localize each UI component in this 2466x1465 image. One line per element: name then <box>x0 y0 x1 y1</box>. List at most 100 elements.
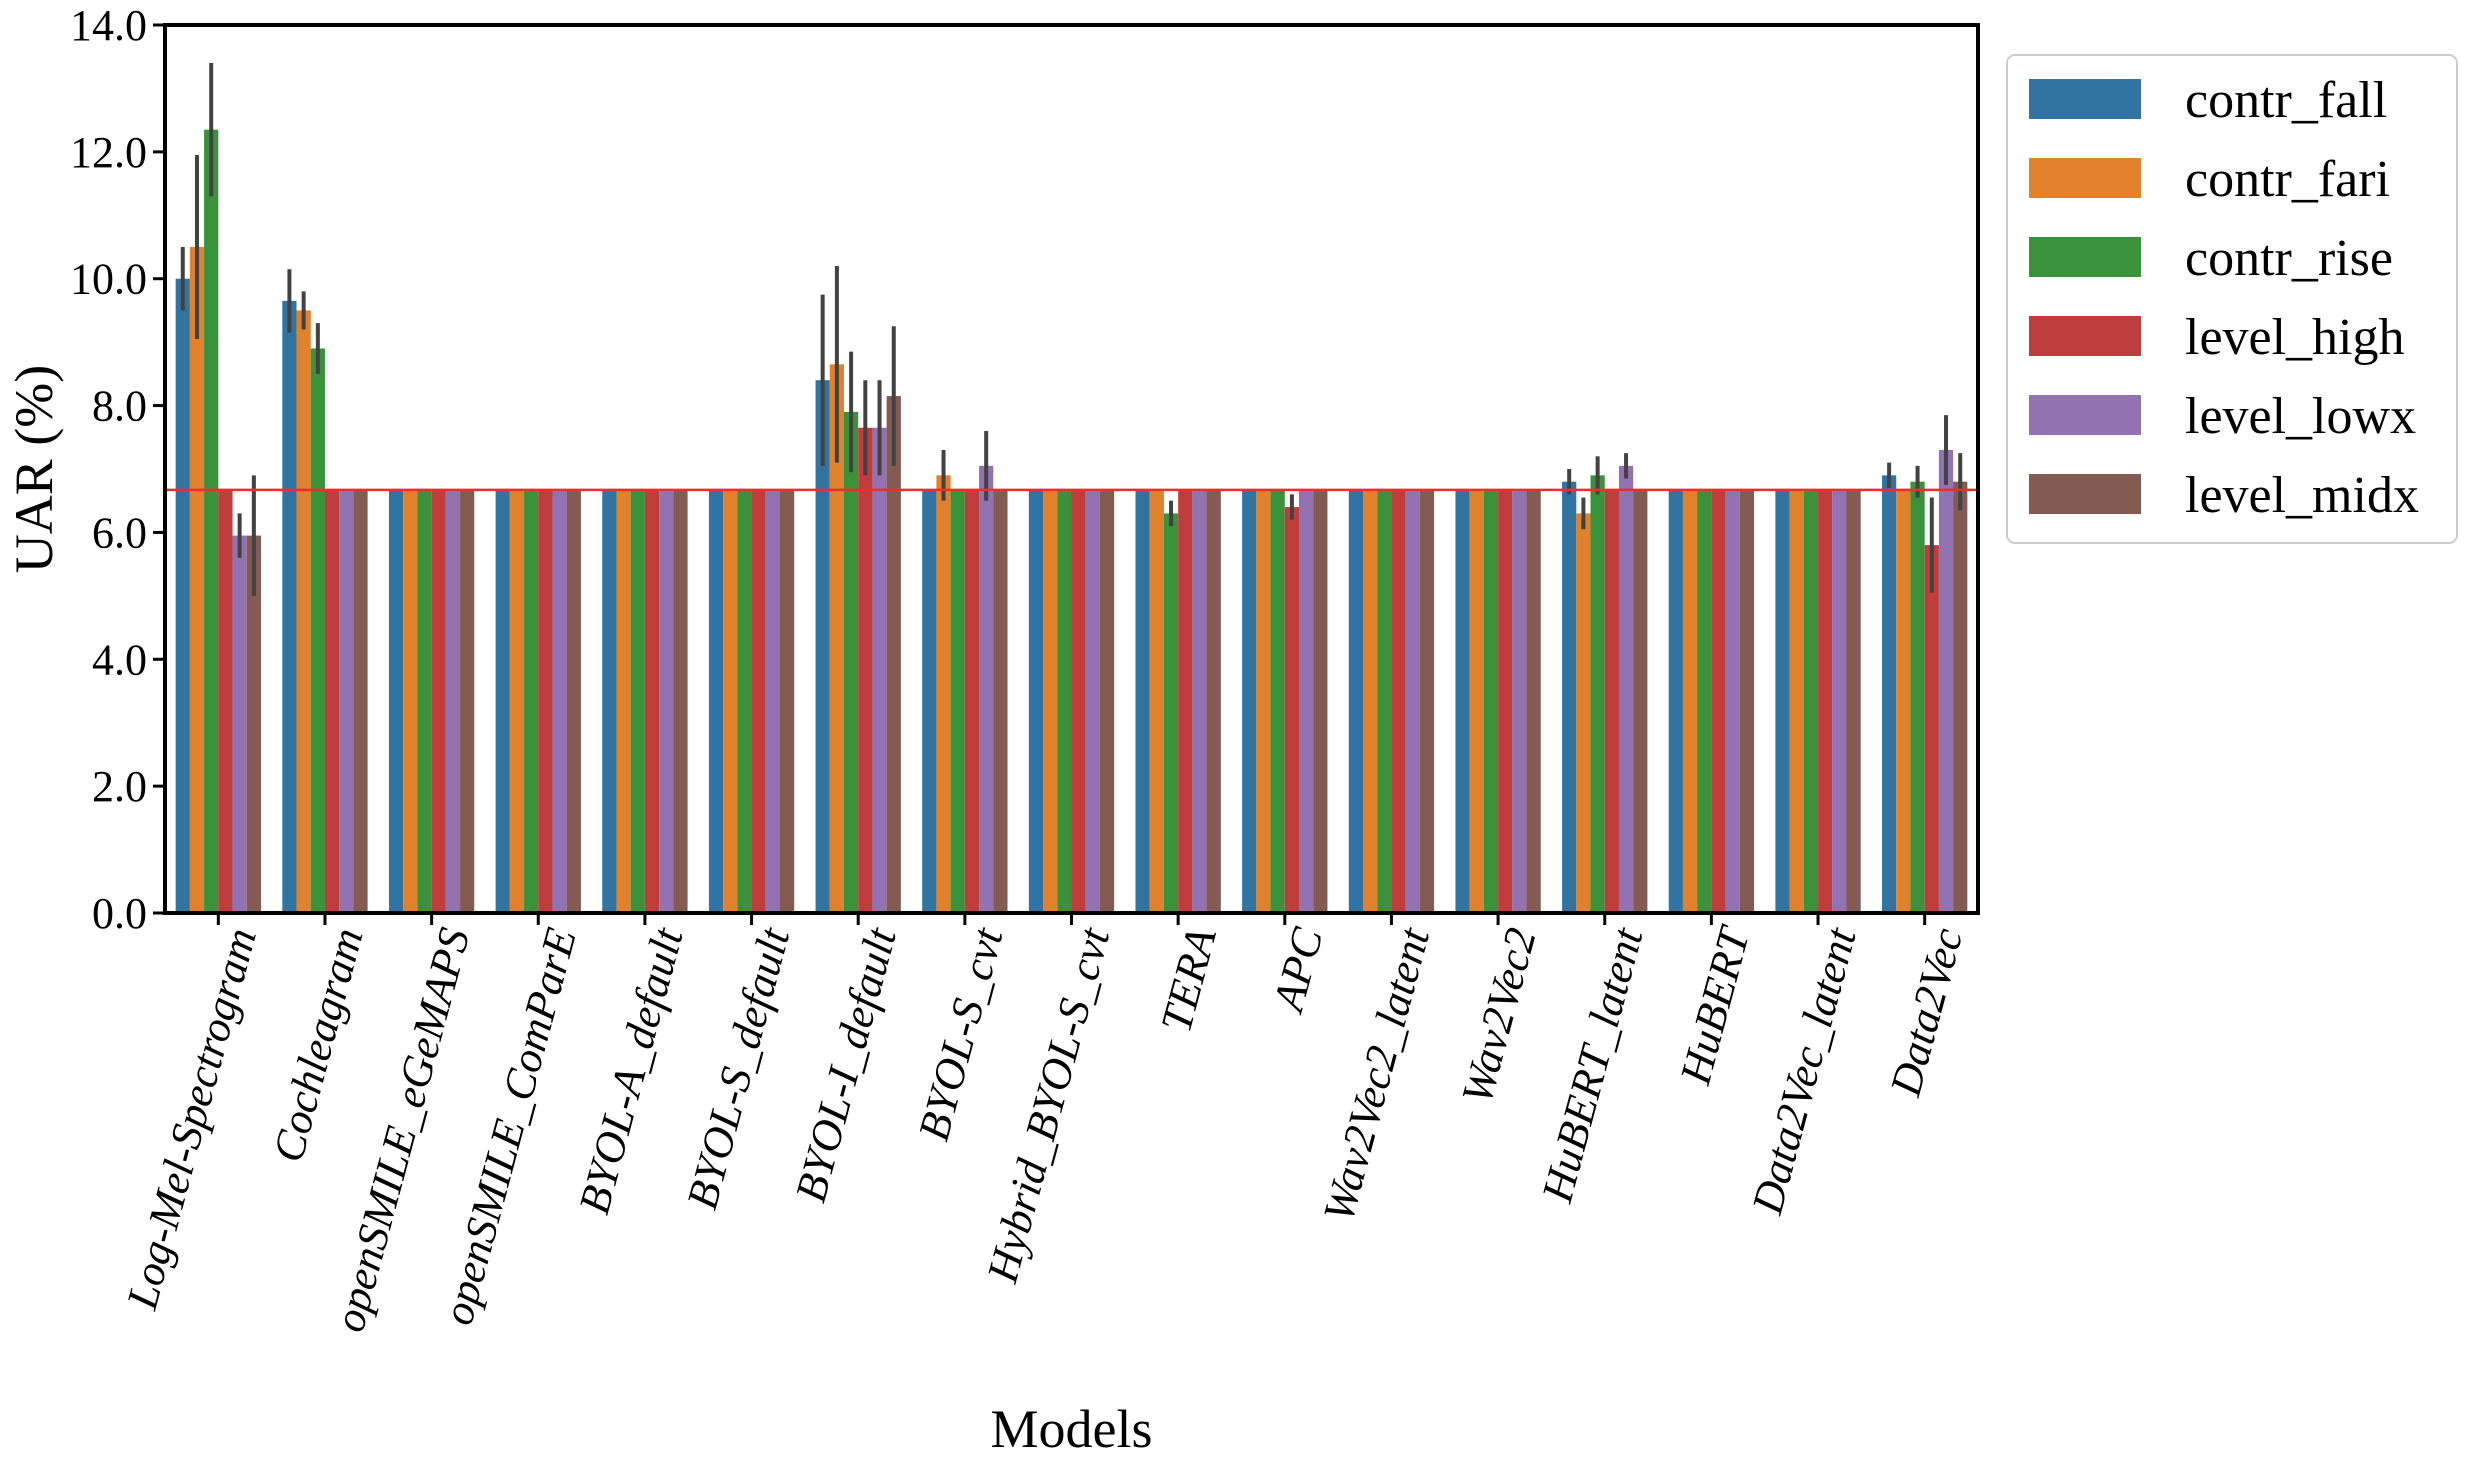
bar-level_lowx-HuBERT <box>1725 489 1740 913</box>
x-tick-label: APC <box>1263 922 1333 1018</box>
y-tick-label: 10.0 <box>70 255 147 304</box>
bar-contr_fall-Wav2Vec2_latent <box>1348 489 1363 913</box>
y-tick-label: 6.0 <box>92 508 147 557</box>
x-tick-label: HuBERT <box>1670 920 1760 1091</box>
bar-contr_fall-openSMILE_eGeMAPS <box>388 489 404 913</box>
legend-swatch-contr_fall <box>2029 79 2141 119</box>
bar-level_midx-BYOL-S_cvt <box>993 489 1008 913</box>
bar-level_high-BYOL-I_default <box>858 427 873 913</box>
x-tick-label: Data2Vec <box>1880 922 1972 1101</box>
bar-contr_fari-Wav2Vec2 <box>1469 489 1484 913</box>
bar-level_midx-BYOL-S_default <box>780 489 795 913</box>
x-tick-label: Data2Vec_latent <box>1742 921 1866 1220</box>
x-tick-label: Log-Mel-Spectrogram <box>117 923 266 1315</box>
bar-level_lowx-Cochleagram <box>339 489 354 913</box>
x-tick-label: Wav2Vec2_latent <box>1314 921 1440 1227</box>
x-tick-label: Cochleagram <box>263 923 372 1167</box>
bar-contr_rise-openSMILE_ComParE <box>524 489 539 913</box>
bar-contr_rise-Log-Mel-Spectrogram <box>204 129 219 913</box>
bar-contr_fari-HuBERT <box>1682 489 1698 913</box>
bar-level_high-Wav2Vec2_latent <box>1391 489 1406 913</box>
legend-label-level_lowx: level_lowx <box>2185 388 2416 445</box>
bar-level_midx-HuBERT_latent <box>1633 489 1648 913</box>
bar-level_lowx-openSMILE_eGeMAPS <box>445 489 461 913</box>
bar-contr_fari-BYOL-I_default <box>829 364 844 914</box>
y-tick-label: 8.0 <box>92 382 147 431</box>
bar-level_lowx-TERA <box>1192 489 1207 913</box>
x-tick-label: HuBERT_latent <box>1532 921 1653 1208</box>
bar-level_lowx-BYOL-S_default <box>765 489 780 913</box>
y-tick-label: 2.0 <box>92 762 147 811</box>
y-tick-label: 12.0 <box>70 128 147 177</box>
x-axis-title: Models <box>991 1399 1153 1459</box>
bar-contr_fall-openSMILE_ComParE <box>495 489 510 913</box>
bar-level_lowx-BYOL-A_default <box>659 489 674 913</box>
bar-contr_rise-openSMILE_eGeMAPS <box>417 489 432 913</box>
bar-level_lowx-Wav2Vec2 <box>1512 489 1527 913</box>
bar-contr_fari-BYOL-A_default <box>616 489 631 913</box>
bar-level_lowx-Wav2Vec2_latent <box>1405 489 1420 913</box>
bar-contr_rise-Data2Vec_latent <box>1803 489 1819 913</box>
x-tick-label: Wav2Vec2 <box>1452 923 1546 1109</box>
x-tick-label: BYOL-S_cvt <box>909 921 1013 1146</box>
bar-contr_fall-BYOL-A_default <box>602 489 617 913</box>
bar-contr_rise-BYOL-A_default <box>630 489 645 913</box>
bar-level_lowx-APC <box>1299 489 1314 913</box>
bar-level_high-Data2Vec_latent <box>1818 489 1833 913</box>
bar-contr_fari-openSMILE_eGeMAPS <box>403 489 418 913</box>
bar-contr_rise-TERA <box>1163 513 1179 913</box>
bar-contr_rise-BYOL-S_cvt <box>950 489 965 913</box>
bar-level_lowx-Data2Vec_latent <box>1832 489 1847 913</box>
bar-contr_fall-Data2Vec <box>1882 475 1897 913</box>
bar-level_midx-Wav2Vec2 <box>1526 489 1541 913</box>
y-tick-label: 14.0 <box>70 1 147 50</box>
bar-contr_fari-Wav2Vec2_latent <box>1363 489 1378 913</box>
bar-contr_rise-Cochleagram <box>310 348 325 913</box>
bar-level_lowx-Data2Vec <box>1938 449 1954 913</box>
legend-label-contr_fall: contr_fall <box>2185 72 2387 129</box>
bar-level_high-Data2Vec <box>1924 545 1939 913</box>
bar-contr_fall-HuBERT <box>1668 489 1683 913</box>
bar-level_midx-BYOL-A_default <box>673 489 688 913</box>
bar-contr_fari-Data2Vec_latent <box>1789 489 1804 913</box>
bar-contr_fall-Hybrid_BYOL-S_cvt <box>1028 489 1044 913</box>
bar-contr_fall-BYOL-S_cvt <box>922 489 937 913</box>
bar-level_midx-TERA <box>1206 489 1221 913</box>
bar-level_high-BYOL-S_default <box>751 489 766 913</box>
y-axis: 0.0 2.0 4.0 6.0 8.0 10.0 12.0 14.0 <box>70 1 165 938</box>
bar-contr_fari-openSMILE_ComParE <box>509 489 525 913</box>
bar-contr_fall-Log-Mel-Spectrogram <box>175 278 190 914</box>
bar-contr_fall-BYOL-S_default <box>708 489 724 913</box>
bar-level_midx-Cochleagram <box>353 489 368 913</box>
bar-contr_fari-TERA <box>1149 489 1164 913</box>
bar-level_midx-Data2Vec <box>1953 481 1968 913</box>
bar-contr_rise-APC <box>1270 489 1285 913</box>
bar-level_midx-Log-Mel-Spectrogram <box>246 535 261 913</box>
bar-contr_rise-Wav2Vec2_latent <box>1377 489 1392 913</box>
bar-contr_fall-Cochleagram <box>282 300 297 913</box>
legend-label-level_midx: level_midx <box>2185 467 2419 524</box>
legend-swatch-contr_rise <box>2029 237 2141 277</box>
x-tick-label: BYOL-A_default <box>569 921 693 1219</box>
legend-label-contr_fari: contr_fari <box>2185 151 2390 208</box>
y-axis-title: UAR (%) <box>4 365 64 573</box>
bar-contr_fari-Data2Vec <box>1896 489 1911 913</box>
bar-level_high-Hybrid_BYOL-S_cvt <box>1071 489 1086 913</box>
bar-contr_rise-BYOL-S_default <box>737 489 752 913</box>
bar-contr_fari-APC <box>1256 489 1271 913</box>
y-tick-label: 4.0 <box>92 635 147 684</box>
legend-swatch-level_midx <box>2029 474 2141 514</box>
bar-level_lowx-HuBERT_latent <box>1618 465 1634 913</box>
bar-level_lowx-Log-Mel-Spectrogram <box>232 535 247 913</box>
legend-swatch-level_lowx <box>2029 395 2141 435</box>
bar-contr_rise-HuBERT_latent <box>1590 475 1605 913</box>
bar-contr_fari-HuBERT_latent <box>1576 513 1591 913</box>
x-tick-label: TERA <box>1151 922 1226 1037</box>
bar-level_high-TERA <box>1178 489 1193 913</box>
legend-label-contr_rise: contr_rise <box>2185 230 2393 287</box>
bar-level_lowx-Hybrid_BYOL-S_cvt <box>1085 489 1100 913</box>
legend-swatch-level_high <box>2029 316 2141 356</box>
bar-level_midx-APC <box>1313 489 1328 913</box>
bar-contr_fari-Hybrid_BYOL-S_cvt <box>1043 489 1058 913</box>
